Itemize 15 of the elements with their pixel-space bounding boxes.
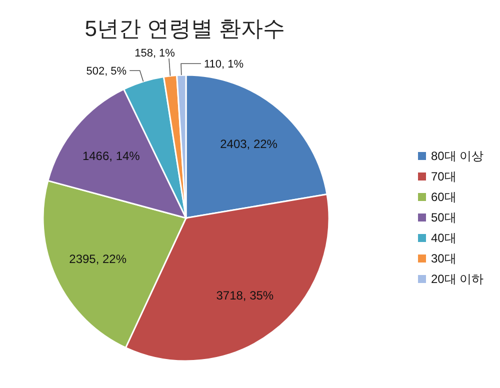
data-label: 2395, 22% [69, 252, 127, 266]
chart-title: 5년간 연령별 환자수 [84, 16, 286, 41]
legend-label: 70대 [431, 170, 456, 184]
legend-label: 30대 [431, 252, 456, 266]
data-label: 502, 5% [86, 66, 127, 78]
data-label: 158, 1% [134, 48, 176, 60]
legend-label: 60대 [431, 190, 456, 204]
legend-label: 20대 이하 [431, 272, 484, 286]
data-label: 3718, 35% [216, 288, 274, 302]
legend-label: 80대 이상 [431, 149, 484, 163]
legend-label: 50대 [431, 210, 456, 224]
data-label: 2403, 22% [220, 136, 278, 151]
data-label: 1466, 14% [82, 148, 140, 163]
legend-label: 40대 [431, 231, 456, 245]
data-label: 110, 1% [204, 58, 244, 71]
